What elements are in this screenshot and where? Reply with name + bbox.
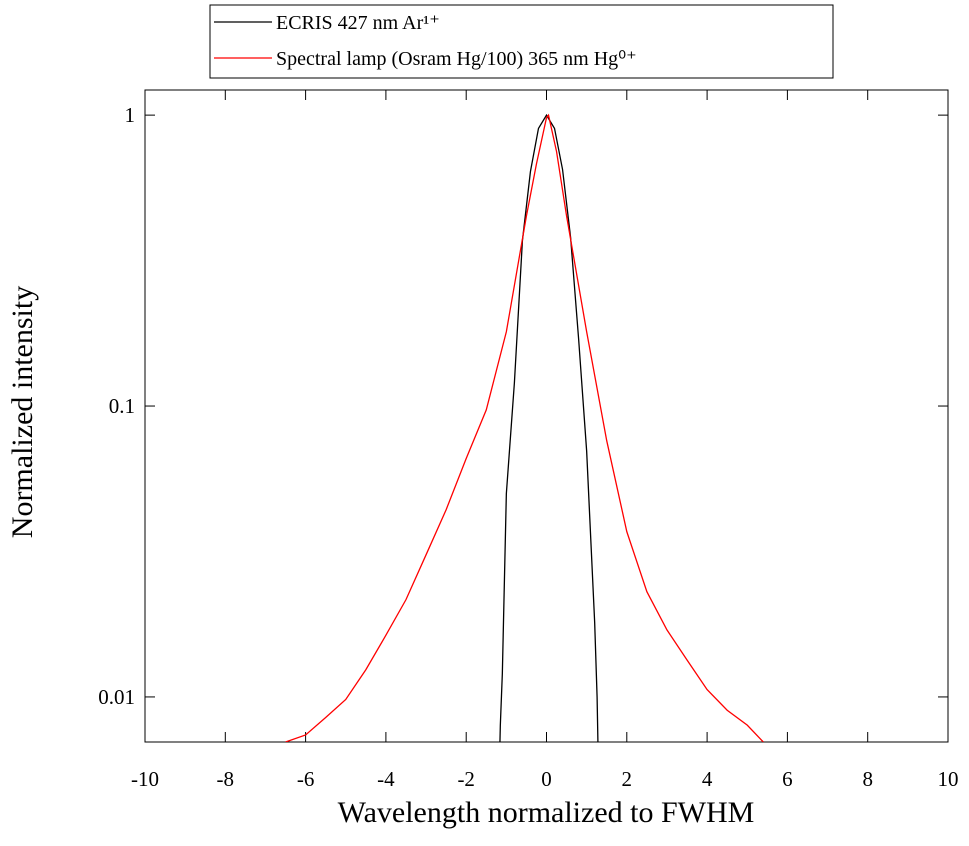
- legend-label: Spectral lamp (Osram Hg/100) 365 nm Hg⁰⁺: [276, 48, 637, 70]
- x-tick-label: 2: [622, 767, 633, 791]
- plot-area: [285, 113, 764, 742]
- x-tick-label: -8: [217, 767, 235, 791]
- x-tick-label: 10: [938, 767, 959, 791]
- y-tick-label: 0.01: [98, 685, 135, 709]
- x-tick-label: -6: [297, 767, 315, 791]
- legend-label: ECRIS 427 nm Ar¹⁺: [276, 12, 440, 34]
- x-tick-label: -2: [457, 767, 475, 791]
- x-tick-label: 8: [862, 767, 873, 791]
- legend-box: [209, 4, 834, 79]
- plot-frame: [144, 89, 949, 743]
- y-tick-label: 0.1: [109, 394, 135, 418]
- x-axis-label: Wavelength normalized to FWHM: [338, 796, 755, 829]
- x-tick-label: 4: [702, 767, 713, 791]
- x-tick-label: -4: [377, 767, 395, 791]
- x-tick-label: 0: [541, 767, 552, 791]
- y-tick-label: 1: [125, 103, 136, 127]
- y-axis-label: Normalized intensity: [6, 286, 39, 538]
- x-tick-label: 6: [782, 767, 793, 791]
- series-line: [285, 113, 764, 742]
- series-line: [499, 113, 599, 742]
- x-tick-label: -10: [131, 767, 159, 791]
